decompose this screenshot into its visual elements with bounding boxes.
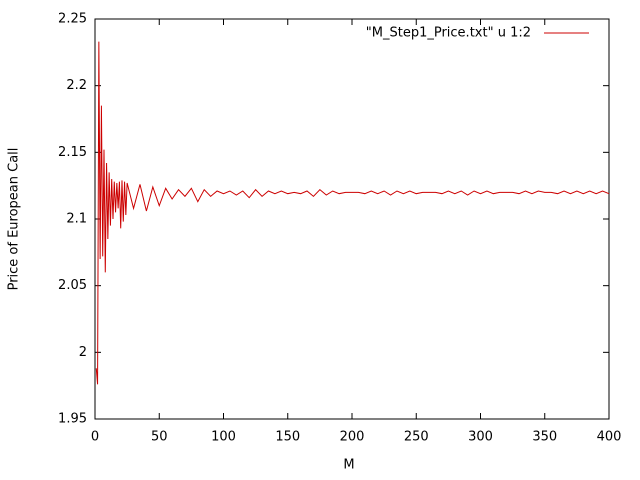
- x-axis-label: M: [343, 458, 354, 473]
- y-tick-label: 2.1: [66, 212, 87, 227]
- y-tick-label: 2.25: [58, 12, 87, 27]
- y-tick-label: 1.95: [58, 412, 87, 427]
- y-axis-label: Price of European Call: [7, 148, 22, 291]
- plot-frame: [94, 18, 610, 420]
- x-tick-label: 150: [275, 430, 300, 445]
- x-tick-label: 300: [468, 430, 493, 445]
- y-tick-label: 2.05: [58, 278, 87, 293]
- x-tick-label: 200: [340, 430, 365, 445]
- x-tick-label: 100: [211, 430, 236, 445]
- data-line: [95, 41, 610, 385]
- x-tick-label: 250: [404, 430, 429, 445]
- x-tick-label: 350: [532, 430, 557, 445]
- x-tick-label: 0: [91, 430, 99, 445]
- x-tick-label: 400: [597, 430, 622, 445]
- legend-label: "M_Step1_Price.txt" u 1:2: [366, 26, 531, 41]
- x-tick-label: 50: [151, 430, 168, 445]
- y-tick-label: 2.15: [58, 145, 87, 160]
- y-tick-label: 2: [79, 345, 87, 360]
- y-tick-label: 2.2: [66, 78, 87, 93]
